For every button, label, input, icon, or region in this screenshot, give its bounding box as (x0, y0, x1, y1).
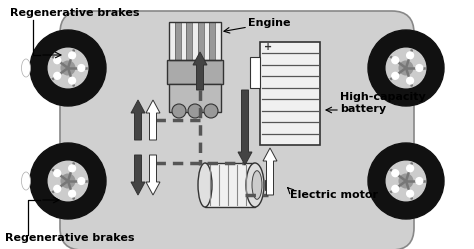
Bar (186, 22, 192, 60)
Circle shape (61, 174, 75, 188)
Circle shape (204, 104, 218, 118)
Text: Regenerative brakes: Regenerative brakes (10, 8, 139, 18)
Circle shape (392, 57, 399, 63)
Bar (181, 22, 186, 60)
Circle shape (69, 52, 75, 59)
Polygon shape (131, 155, 145, 195)
Bar (169, 84, 221, 112)
Text: Regenerative brakes: Regenerative brakes (5, 233, 135, 243)
Circle shape (54, 170, 61, 177)
Circle shape (54, 72, 61, 79)
Polygon shape (193, 52, 207, 90)
Bar (265, 180, 273, 190)
Text: High-capacity
battery: High-capacity battery (340, 92, 426, 114)
Polygon shape (146, 155, 160, 195)
Circle shape (416, 178, 423, 185)
Circle shape (407, 52, 413, 59)
Circle shape (188, 104, 202, 118)
Bar (169, 22, 175, 60)
Circle shape (30, 143, 106, 219)
Circle shape (416, 64, 423, 71)
Text: +: + (264, 42, 272, 52)
Bar (167, 60, 223, 84)
Bar (250, 58, 260, 88)
Circle shape (399, 174, 413, 188)
Bar (169, 22, 221, 60)
Circle shape (78, 178, 85, 185)
Circle shape (78, 64, 85, 71)
Circle shape (392, 170, 399, 177)
Circle shape (399, 61, 413, 75)
Text: Electric motor: Electric motor (290, 190, 378, 200)
Polygon shape (238, 90, 252, 165)
Circle shape (30, 30, 106, 106)
Text: Engine: Engine (248, 18, 291, 28)
Polygon shape (263, 148, 277, 195)
Circle shape (368, 30, 444, 106)
Ellipse shape (252, 171, 262, 199)
Circle shape (54, 186, 61, 192)
Circle shape (61, 61, 75, 75)
Bar (210, 22, 215, 60)
Bar (192, 22, 198, 60)
Ellipse shape (198, 163, 212, 207)
Polygon shape (146, 100, 160, 140)
Circle shape (48, 161, 88, 201)
FancyBboxPatch shape (60, 11, 414, 249)
Circle shape (48, 48, 88, 88)
Circle shape (386, 48, 426, 88)
Bar (205, 163, 255, 207)
Circle shape (392, 72, 399, 79)
Ellipse shape (21, 172, 30, 190)
Circle shape (407, 165, 413, 172)
Bar (198, 22, 204, 60)
Circle shape (54, 57, 61, 63)
Bar (204, 22, 210, 60)
Circle shape (69, 190, 75, 197)
Ellipse shape (21, 59, 30, 77)
Circle shape (407, 190, 413, 197)
Circle shape (392, 186, 399, 192)
Circle shape (69, 165, 75, 172)
Bar (175, 22, 181, 60)
Circle shape (172, 104, 186, 118)
Ellipse shape (246, 163, 264, 207)
Bar (215, 22, 221, 60)
Bar (260, 42, 320, 145)
Circle shape (368, 143, 444, 219)
Circle shape (386, 161, 426, 201)
Circle shape (69, 77, 75, 84)
Polygon shape (131, 100, 145, 140)
Circle shape (407, 77, 413, 84)
